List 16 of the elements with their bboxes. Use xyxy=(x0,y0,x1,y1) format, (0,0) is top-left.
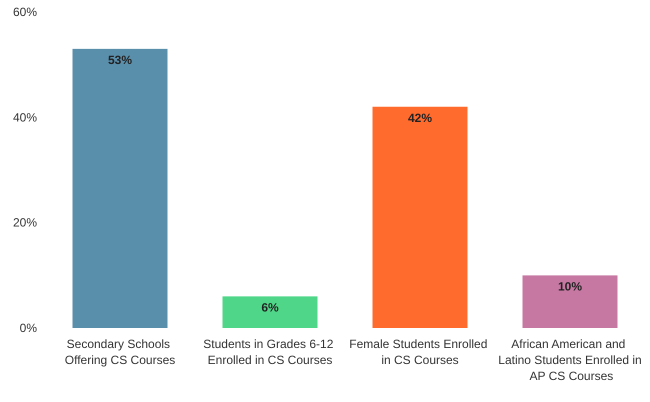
y-tick-label: 0% xyxy=(20,321,38,335)
y-tick-label: 20% xyxy=(12,216,38,230)
y-tick-label: 40% xyxy=(12,110,38,124)
y-tick-label: 60% xyxy=(12,5,38,19)
bar xyxy=(522,275,618,328)
data-label: 6% xyxy=(261,300,279,314)
x-tick-label: African American and Latino Students Enrolled in AP CS Courses xyxy=(498,337,642,383)
x-tick-label: Secondary Schools Offering CS Courses xyxy=(64,337,176,367)
bar xyxy=(222,296,318,328)
x-tick-label: Female Students Enrolled in CS Courses xyxy=(349,337,491,367)
data-label: 53% xyxy=(108,52,132,67)
data-label: 42% xyxy=(408,110,432,125)
bar xyxy=(72,48,168,328)
data-label: 10% xyxy=(558,279,582,294)
x-tick-label: Students in Grades 6-12 Enrolled in CS Courses xyxy=(203,337,337,367)
bar xyxy=(372,106,468,328)
